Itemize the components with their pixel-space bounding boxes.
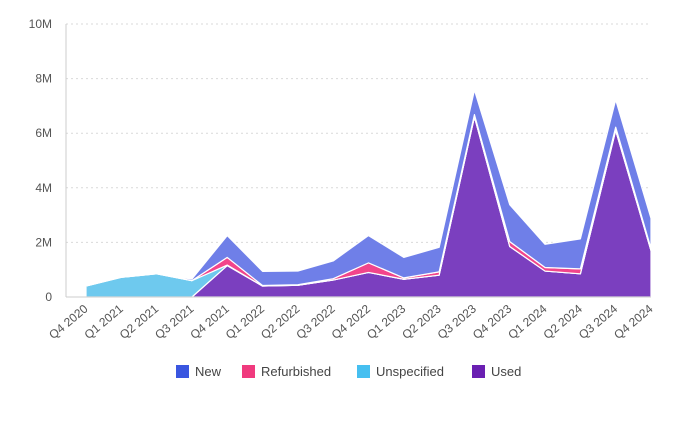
x-tick-label: Q3 2023 (435, 301, 480, 342)
y-tick-label: 6M (35, 126, 52, 140)
y-tick-label: 10M (29, 17, 52, 31)
legend-label: Used (491, 364, 521, 379)
legend-swatch (357, 365, 370, 378)
x-tick-label: Q4 2022 (329, 301, 374, 342)
y-tick-label: 2M (35, 235, 52, 249)
x-tick-label: Q4 2024 (611, 301, 656, 342)
x-tick-label: Q3 2022 (293, 301, 338, 342)
x-tick-label: Q4 2021 (187, 301, 232, 342)
x-tick-label: Q2 2024 (541, 301, 586, 342)
legend-swatch (242, 365, 255, 378)
legend: New Refurbished Unspecified Used (176, 364, 521, 379)
x-tick-label: Q4 2023 (470, 301, 515, 342)
x-tick-label: Q1 2024 (505, 301, 550, 342)
legend-item-used[interactable]: Used (472, 364, 521, 379)
x-tick-label: Q1 2021 (82, 301, 127, 342)
legend-item-new[interactable]: New (176, 364, 222, 379)
legend-label: Refurbished (261, 364, 331, 379)
legend-item-refurbished[interactable]: Refurbished (242, 364, 331, 379)
x-tick-label: Q2 2022 (258, 301, 303, 342)
x-tick-label: Q1 2023 (364, 301, 409, 342)
grid-lines (66, 23, 651, 243)
x-tick-label: Q1 2022 (223, 301, 268, 342)
area-new[interactable] (85, 89, 652, 287)
x-tick-label: Q2 2021 (117, 301, 162, 342)
y-tick-label: 4M (35, 181, 52, 195)
x-tick-label: Q2 2023 (399, 301, 444, 342)
legend-label: New (195, 364, 222, 379)
x-tick-label: Q3 2021 (152, 301, 197, 342)
y-tick-label: 8M (35, 72, 52, 86)
legend-swatch (472, 365, 485, 378)
y-axis: 0 2M 4M 6M 8M 10M (29, 17, 651, 304)
legend-item-unspecified[interactable]: Unspecified (357, 364, 444, 379)
area-series (85, 89, 652, 298)
y-tick-label: 0 (45, 290, 52, 304)
x-tick-label: Q3 2024 (576, 301, 621, 342)
legend-swatch (176, 365, 189, 378)
legend-label: Unspecified (376, 364, 444, 379)
x-tick-label: Q4 2020 (46, 301, 91, 342)
